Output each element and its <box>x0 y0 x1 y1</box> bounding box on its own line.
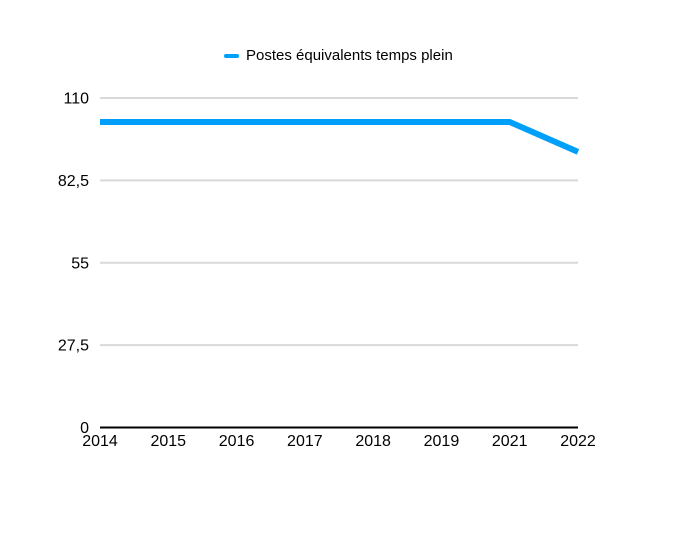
y-tick-label: 27,5 <box>58 338 89 355</box>
legend-label: Postes équivalents temps plein <box>246 47 453 64</box>
chart-legend: Postes équivalents temps plein <box>224 47 453 64</box>
legend-line-marker <box>224 53 239 58</box>
y-tick-label: 55 <box>71 255 89 272</box>
series-line <box>100 118 580 155</box>
x-tick-label: 2014 <box>82 433 118 450</box>
x-tick-label: 2019 <box>424 433 460 450</box>
x-tick-label: 2018 <box>355 433 391 450</box>
y-tick-label: 0 <box>80 420 89 437</box>
x-tick-label: 2022 <box>560 433 596 450</box>
x-tick-label: 2016 <box>219 433 255 450</box>
y-tick-label: 82,5 <box>58 173 89 190</box>
x-tick-label: 2015 <box>150 433 186 450</box>
x-tick-label: 2017 <box>287 433 323 450</box>
x-tick-label: 2021 <box>492 433 528 450</box>
y-tick-label: 110 <box>63 91 89 108</box>
